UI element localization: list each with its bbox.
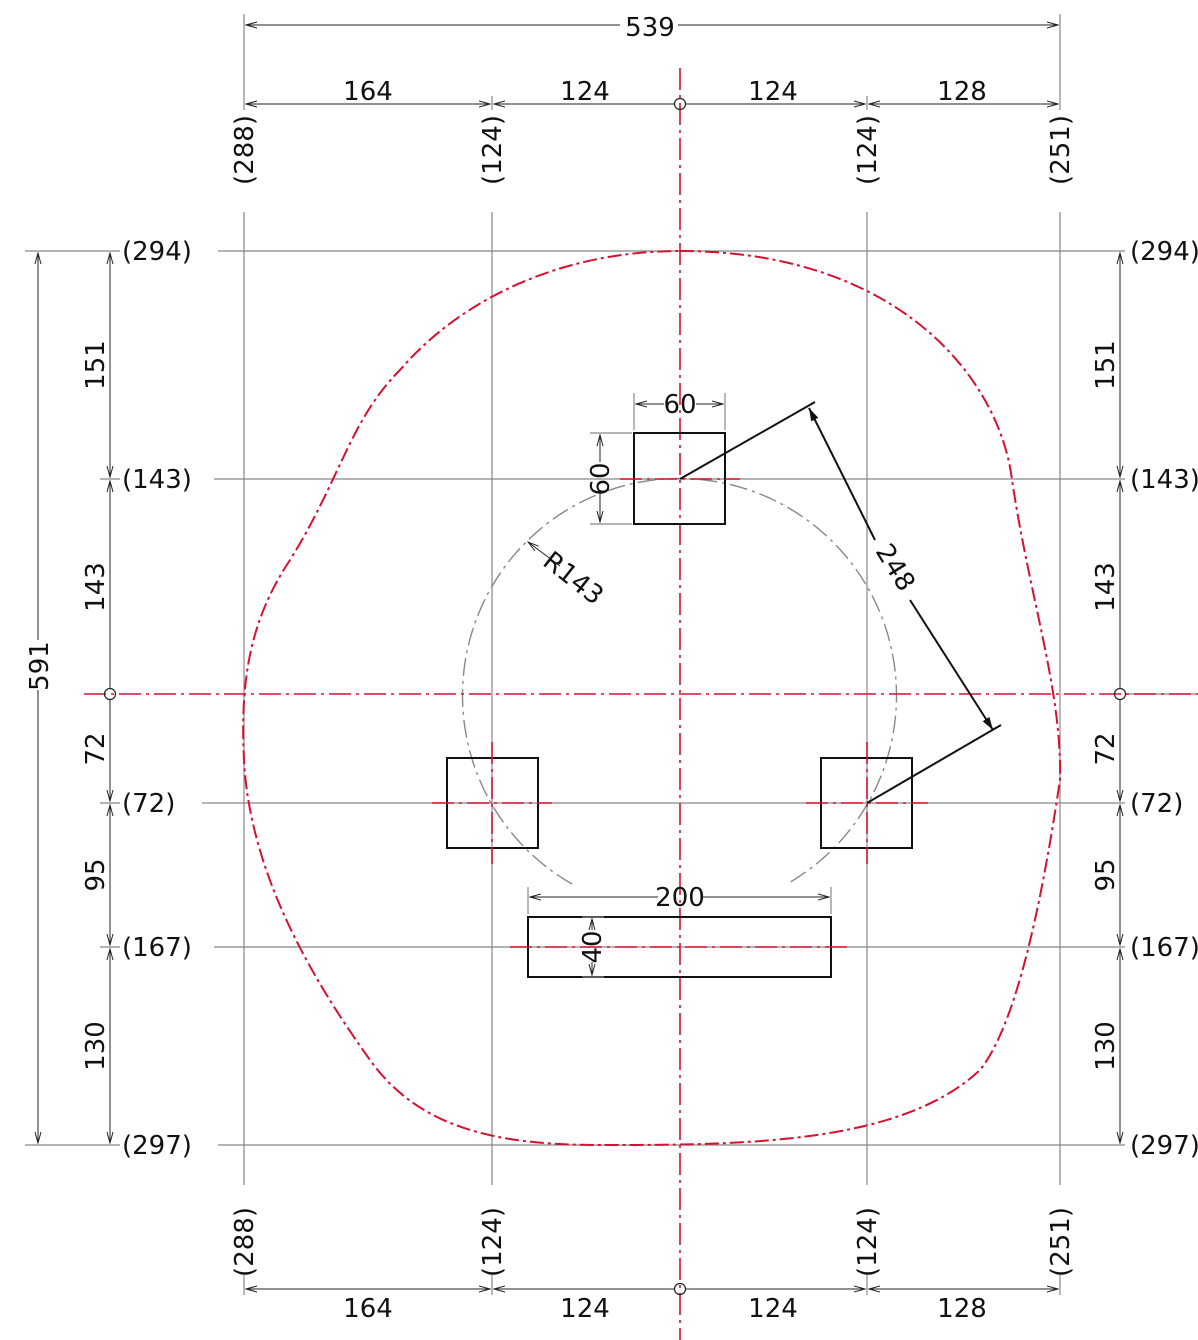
left-dim-1: 151 — [81, 340, 111, 390]
right-dim-1: 151 — [1091, 340, 1121, 390]
row-ref-left-3: (72) — [122, 789, 175, 819]
row-ref-left-4: (167) — [122, 933, 192, 963]
col-ref-bottom-3: (124) — [853, 1207, 883, 1277]
horizontal-gridlines — [202, 250, 1198, 1146]
top-dim-4: 128 — [937, 77, 987, 107]
top-dim-3: 124 — [748, 77, 798, 107]
left-dim-4: 95 — [81, 858, 111, 891]
overall-width-label: 539 — [625, 13, 675, 43]
bottom-dimensions — [243, 1275, 1061, 1296]
slot-dimensions — [527, 887, 832, 978]
bottom-dim-3: 124 — [748, 1294, 798, 1324]
row-ref-right-3: (72) — [1130, 789, 1183, 819]
col-ref-top-4: (251) — [1046, 115, 1076, 185]
right-dim-2: 143 — [1091, 562, 1121, 612]
square-width-label: 60 — [663, 390, 696, 420]
slot-width-label: 200 — [655, 883, 705, 913]
right-dimensions — [1113, 253, 1127, 1143]
col-ref-top-3: (124) — [853, 115, 883, 185]
row-ref-right-5: (297) — [1130, 1131, 1198, 1161]
overall-height-label: 591 — [25, 641, 55, 691]
col-ref-bottom-1: (288) — [230, 1207, 260, 1277]
bottom-dim-1: 164 — [343, 1294, 393, 1324]
right-dim-3: 72 — [1091, 732, 1121, 765]
diagonal-label: 248 — [869, 539, 921, 597]
row-ref-left-2: (143) — [122, 465, 192, 495]
right-dim-4: 95 — [1091, 858, 1121, 891]
row-ref-left-1: (294) — [122, 237, 192, 267]
vertical-gridlines — [243, 212, 1061, 1185]
construction-circle — [461, 477, 898, 885]
bottom-dim-4: 128 — [937, 1294, 987, 1324]
right-dim-5: 130 — [1091, 1021, 1121, 1071]
radius-leader — [528, 542, 561, 567]
diagonal-dimension — [679, 401, 1002, 804]
row-ref-right-1: (294) — [1130, 237, 1198, 267]
top-dimensions — [243, 14, 1061, 111]
square-dimensions — [590, 393, 726, 525]
col-ref-bottom-4: (251) — [1046, 1207, 1076, 1277]
left-dim-2: 143 — [81, 562, 111, 612]
radius-label: R143 — [537, 546, 609, 611]
left-dim-3: 72 — [81, 732, 111, 765]
top-dim-2: 124 — [560, 77, 610, 107]
bottom-dim-2: 124 — [560, 1294, 610, 1324]
row-ref-left-5: (297) — [122, 1131, 192, 1161]
col-ref-top-1: (288) — [230, 115, 260, 185]
col-ref-bottom-2: (124) — [478, 1207, 508, 1277]
outline-contour — [242, 249, 1062, 1147]
square-height-label: 60 — [586, 462, 616, 495]
left-dim-5: 130 — [81, 1021, 111, 1071]
slot-height-label: 40 — [578, 930, 608, 963]
row-ref-right-2: (143) — [1130, 465, 1198, 495]
top-dim-1: 164 — [343, 77, 393, 107]
col-ref-top-2: (124) — [478, 115, 508, 185]
left-dimensions — [25, 250, 120, 1146]
row-ref-right-4: (167) — [1130, 933, 1198, 963]
part-centerlines — [432, 478, 928, 948]
